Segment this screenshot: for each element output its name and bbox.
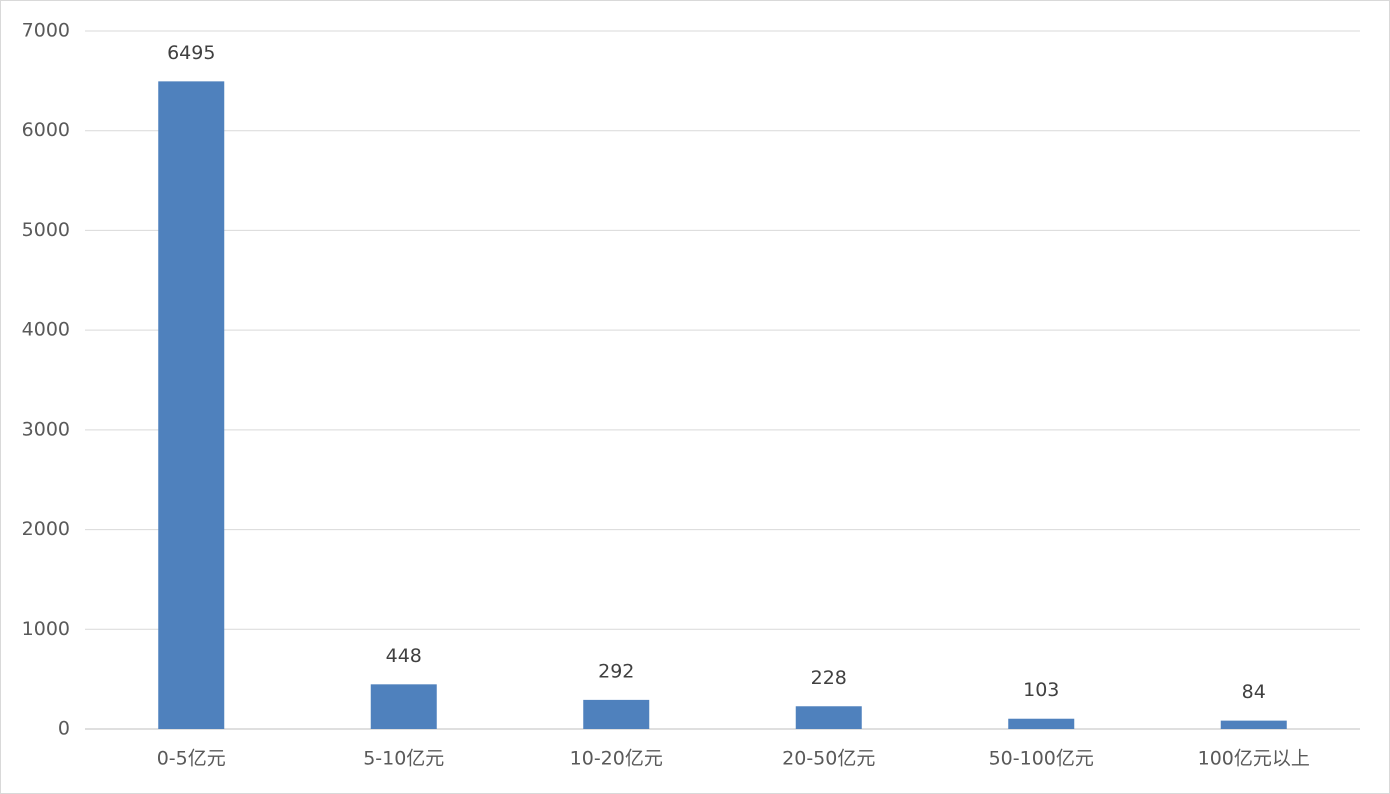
x-tick-label: 100亿元以上	[1198, 748, 1310, 770]
y-tick-label: 3000	[22, 418, 70, 440]
bar	[583, 699, 650, 729]
y-tick-label: 7000	[22, 20, 70, 42]
y-tick-label: 4000	[22, 319, 70, 341]
bar	[795, 706, 862, 729]
data-label: 103	[1023, 679, 1059, 701]
data-label: 84	[1242, 681, 1266, 703]
data-label: 228	[811, 667, 847, 689]
y-tick-label: 6000	[22, 119, 70, 141]
data-label: 6495	[167, 42, 215, 64]
x-tick-label: 0-5亿元	[157, 748, 226, 770]
bar	[1008, 718, 1075, 729]
bar	[1220, 720, 1287, 729]
data-label: 292	[598, 660, 634, 682]
x-tick-label: 5-10亿元	[363, 748, 444, 770]
y-tick-label: 0	[58, 718, 70, 740]
y-tick-label: 1000	[22, 618, 70, 640]
y-tick-label: 2000	[22, 518, 70, 540]
y-tick-label: 5000	[22, 219, 70, 241]
bar	[370, 684, 437, 729]
bar	[158, 81, 225, 729]
x-tick-label: 50-100亿元	[989, 748, 1094, 770]
x-tick-label: 20-50亿元	[782, 748, 875, 770]
x-tick-label: 10-20亿元	[570, 748, 663, 770]
data-label: 448	[386, 645, 422, 667]
